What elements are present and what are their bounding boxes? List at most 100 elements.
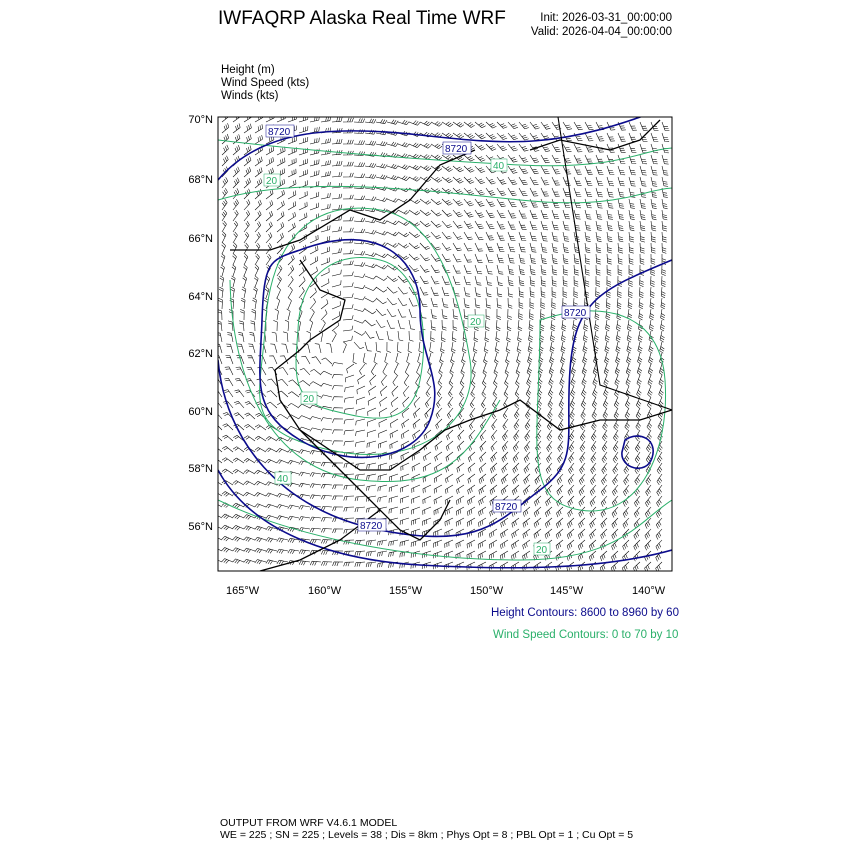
wind-barb <box>423 429 432 440</box>
wind-barb <box>569 418 575 431</box>
wind-barb <box>595 176 604 186</box>
wind-barb <box>562 121 573 130</box>
wind-barb <box>647 396 653 409</box>
wind-barb <box>625 363 631 376</box>
wind-barb <box>446 429 454 441</box>
wind-barb <box>514 407 520 420</box>
wind-barb <box>496 242 505 252</box>
wind-barb <box>218 425 223 431</box>
wind-barb <box>485 253 494 263</box>
wind-barb <box>628 231 635 243</box>
wind-barb <box>650 275 655 287</box>
wind-barb <box>589 495 597 507</box>
wind-barb <box>458 396 465 409</box>
wind-barb <box>502 429 509 441</box>
wind-barb <box>661 165 669 176</box>
wind-barb <box>460 363 465 376</box>
wind-barb <box>434 451 443 462</box>
wind-barb <box>441 286 450 296</box>
wind-barb <box>298 449 311 454</box>
wind-barb <box>496 143 507 152</box>
wind-barb <box>595 209 603 220</box>
wind-barb <box>244 412 256 420</box>
wind-barb <box>495 330 500 343</box>
wind-barb <box>433 506 443 516</box>
wind-barb <box>218 413 223 420</box>
wind-barb <box>661 187 668 198</box>
wind-barb <box>342 150 354 156</box>
wind-barb <box>622 561 630 571</box>
wind-barb <box>584 220 592 231</box>
wind-barb <box>551 176 561 186</box>
wind-barb <box>584 198 592 209</box>
wind-barb <box>459 374 465 387</box>
wind-barb <box>441 220 452 229</box>
height-contours <box>218 117 672 569</box>
wind-barb <box>650 198 657 209</box>
wind-barb <box>342 315 354 321</box>
wind-barb <box>496 198 506 207</box>
wind-barb <box>579 451 586 464</box>
wind-barb <box>220 264 225 277</box>
wind-barb <box>639 275 644 287</box>
wind-barb <box>355 407 366 415</box>
wind-barb <box>661 198 668 210</box>
wind-barb <box>573 286 579 298</box>
wind-barb <box>389 451 399 460</box>
wind-barb <box>556 495 564 507</box>
wind-barb <box>594 319 600 332</box>
wind-barb <box>230 286 235 299</box>
wind-barb <box>644 517 652 529</box>
wind-contour-legend: Wind Speed Contours: 0 to 70 by 10 <box>493 629 679 641</box>
wind-barb <box>287 222 296 233</box>
wind-barb <box>343 418 355 425</box>
wind-barb <box>463 275 471 286</box>
wind-barb <box>500 550 509 560</box>
wind-barb <box>584 143 594 153</box>
wind-barb <box>342 304 354 310</box>
wind-barb <box>386 286 398 294</box>
wind-barb <box>419 253 430 262</box>
wind-barb <box>628 286 633 299</box>
wind-barb <box>320 171 331 178</box>
wind-barb <box>320 225 331 233</box>
wind-barb <box>466 517 476 527</box>
wind-barb <box>386 198 399 203</box>
wind-barb <box>540 286 546 298</box>
wind-barb <box>485 308 491 320</box>
wind-barb <box>582 330 588 343</box>
wind-barb <box>441 121 454 127</box>
wind-barb <box>320 428 333 433</box>
wind-barb <box>400 484 410 493</box>
wind-barb <box>518 209 527 219</box>
wind-barb <box>628 132 637 142</box>
wind-barb <box>529 297 535 309</box>
wind-barb <box>589 517 597 529</box>
wind-barb <box>524 440 531 452</box>
wind-barb <box>221 123 230 134</box>
wind-barb <box>595 132 605 142</box>
wind-barb <box>518 220 527 230</box>
wind-barb <box>397 341 402 354</box>
wind-barb <box>566 550 575 561</box>
wind-barb <box>469 396 476 409</box>
wind-barb <box>441 330 446 343</box>
wind-barb <box>649 319 654 332</box>
wind-barb <box>627 297 633 310</box>
wind-barb <box>450 352 455 365</box>
wind-barb <box>436 385 443 398</box>
wind-barb <box>354 539 366 545</box>
wind-barb <box>243 145 252 156</box>
wind-label: 20 <box>300 391 318 405</box>
wind-barb <box>483 341 489 354</box>
wind-barb <box>378 418 388 428</box>
wind-barb <box>221 177 229 189</box>
lat-tick: 66°N <box>188 233 213 245</box>
wind-barb <box>604 352 610 365</box>
wind-barb <box>265 537 278 543</box>
wind-barb <box>222 423 234 431</box>
wind-barb <box>377 484 388 492</box>
wind-barb <box>232 199 239 211</box>
wind-barb <box>501 451 509 463</box>
wind-barb <box>232 502 245 509</box>
